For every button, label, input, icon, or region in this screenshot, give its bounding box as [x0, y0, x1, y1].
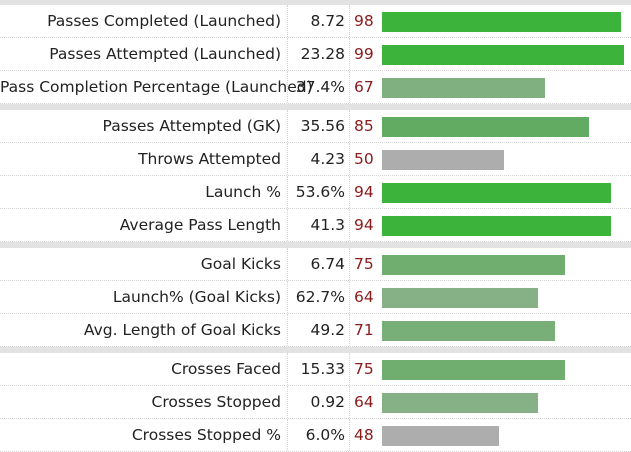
percentile-label: 71 — [354, 321, 374, 339]
percentile-label: 75 — [354, 360, 374, 378]
stat-label: Crosses Stopped — [0, 386, 288, 418]
percentile-bar — [382, 255, 565, 275]
percentile-bar — [382, 12, 622, 32]
bar-track — [382, 248, 626, 280]
table-row: Passes Completed (Launched) 8.72 98 — [0, 5, 631, 38]
percentile-bar — [382, 117, 590, 137]
stat-value: 41.3 — [288, 209, 350, 241]
percentile-label: 75 — [354, 255, 374, 273]
bar-track — [382, 353, 626, 385]
bar-track — [382, 143, 626, 175]
bar-track — [382, 176, 626, 208]
stat-value: 49.2 — [288, 314, 350, 346]
stat-label: Goal Kicks — [0, 248, 288, 280]
stat-value: 15.33 — [288, 353, 350, 385]
stat-label: Pass Completion Percentage (Launched) — [0, 71, 313, 103]
stat-label: Passes Completed (Launched) — [0, 5, 288, 37]
table-row: Crosses Faced 15.33 75 — [0, 353, 631, 386]
bar-track — [382, 314, 626, 346]
percentile-bar — [382, 426, 500, 446]
bar-track — [382, 110, 626, 142]
table-row: Launch % 53.6% 94 — [0, 176, 631, 209]
table-top-edge — [0, 0, 631, 5]
stat-value: 62.7% — [288, 281, 350, 313]
stat-label: Throws Attempted — [0, 143, 288, 175]
stat-value: 6.0% — [288, 419, 350, 451]
bar-track — [382, 419, 626, 451]
percentile-label: 67 — [354, 78, 374, 96]
stat-value: 4.23 — [288, 143, 350, 175]
table-row: Average Pass Length 41.3 94 — [0, 209, 631, 242]
group-separator — [0, 242, 631, 248]
percentile-label: 64 — [354, 393, 374, 411]
percentile-bar — [382, 183, 612, 203]
percentile-label: 94 — [354, 183, 374, 201]
bar-track — [382, 38, 626, 70]
stat-value: 6.74 — [288, 248, 350, 280]
group-separator — [0, 347, 631, 353]
percentile-bar — [382, 321, 556, 341]
percentile-bar — [382, 45, 624, 65]
stat-label: Avg. Length of Goal Kicks — [0, 314, 288, 346]
table-row: Pass Completion Percentage (Launched) 37.… — [0, 71, 631, 104]
percentile-label: 50 — [354, 150, 374, 168]
table-row: Throws Attempted 4.23 50 — [0, 143, 631, 176]
table-row: Crosses Stopped 0.92 64 — [0, 386, 631, 419]
table-row: Crosses Stopped % 6.0% 48 — [0, 419, 631, 452]
bar-track — [382, 209, 626, 241]
percentile-bar — [382, 150, 504, 170]
bar-track — [382, 71, 626, 103]
bar-track — [382, 281, 626, 313]
stat-label: Crosses Faced — [0, 353, 288, 385]
table-row: Passes Attempted (GK) 35.56 85 — [0, 110, 631, 143]
stat-label: Crosses Stopped % — [0, 419, 288, 451]
stat-label: Launch % — [0, 176, 288, 208]
percentile-bar — [382, 393, 539, 413]
stat-value: 37.4% — [288, 71, 350, 103]
percentile-bar — [382, 216, 612, 236]
stat-value: 35.56 — [288, 110, 350, 142]
table-row: Avg. Length of Goal Kicks 49.2 71 — [0, 314, 631, 347]
table-row: Passes Attempted (Launched) 23.28 99 — [0, 38, 631, 71]
stat-label: Launch% (Goal Kicks) — [0, 281, 288, 313]
stat-label: Average Pass Length — [0, 209, 288, 241]
percentile-label: 98 — [354, 12, 374, 30]
percentile-label: 64 — [354, 288, 374, 306]
percentile-bar — [382, 288, 539, 308]
percentile-bar — [382, 360, 565, 380]
bar-track — [382, 386, 626, 418]
percentile-bar — [382, 78, 546, 98]
stat-value: 53.6% — [288, 176, 350, 208]
stat-value: 23.28 — [288, 38, 350, 70]
stat-label: Passes Attempted (Launched) — [0, 38, 288, 70]
percentile-label: 99 — [354, 45, 374, 63]
bar-track — [382, 5, 626, 37]
percentile-label: 48 — [354, 426, 374, 444]
stat-label: Passes Attempted (GK) — [0, 110, 288, 142]
percentile-label: 85 — [354, 117, 374, 135]
table-row: Launch% (Goal Kicks) 62.7% 64 — [0, 281, 631, 314]
table-row: Goal Kicks 6.74 75 — [0, 248, 631, 281]
percentile-label: 94 — [354, 216, 374, 234]
stat-value: 0.92 — [288, 386, 350, 418]
stat-value: 8.72 — [288, 5, 350, 37]
group-separator — [0, 104, 631, 110]
